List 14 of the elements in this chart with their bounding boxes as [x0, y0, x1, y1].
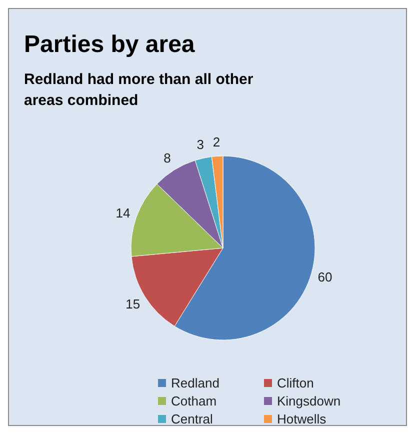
legend-label: Central: [171, 412, 214, 426]
legend-label: Clifton: [277, 376, 314, 390]
chart-subtitle: Redland had more than all other areas combined: [24, 71, 254, 109]
data-label: 15: [126, 296, 140, 312]
legend-label: Hotwells: [277, 412, 327, 426]
legend-label: Redland: [171, 376, 220, 390]
legend-label: Kingsdown: [277, 394, 341, 408]
data-label: 14: [116, 205, 130, 220]
legend-label: Cotham: [171, 394, 217, 408]
chart-title: Parties by area: [24, 31, 196, 58]
data-label: 60: [318, 270, 332, 285]
data-label: 2: [212, 134, 220, 150]
data-label: 3: [196, 136, 204, 152]
data-label: 8: [164, 150, 171, 166]
